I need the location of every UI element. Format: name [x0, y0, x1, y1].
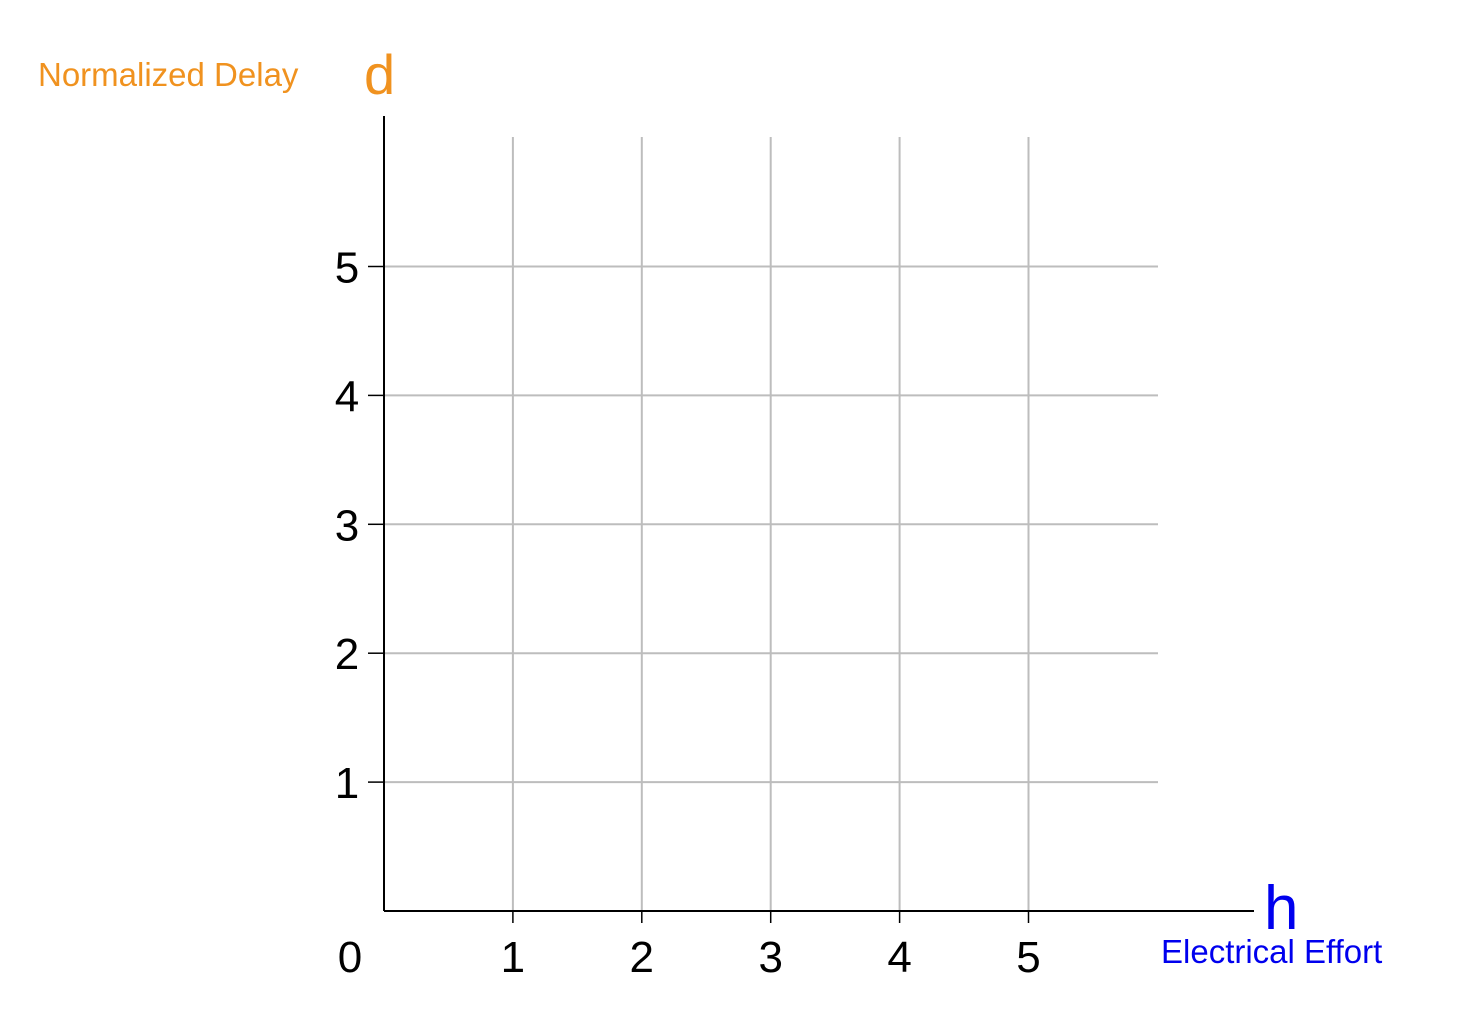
axes	[368, 116, 1254, 923]
y-axis-symbol: d	[364, 43, 395, 106]
x-axis-symbol: h	[1264, 874, 1298, 943]
x-tick-label-3: 3	[758, 933, 782, 982]
y-tick-label-2: 2	[335, 630, 359, 679]
x-axis-label: Electrical Effort	[1161, 933, 1382, 970]
grid-lines	[384, 137, 1158, 911]
y-tick-label-5: 5	[335, 244, 359, 293]
y-tick-label-4: 4	[335, 372, 359, 421]
origin-label: 0	[338, 933, 362, 982]
x-tick-label-2: 2	[630, 933, 654, 982]
y-tick-label-1: 1	[335, 759, 359, 808]
x-tick-label-4: 4	[887, 933, 911, 982]
x-tick-label-1: 1	[501, 933, 525, 982]
x-tick-label-5: 5	[1016, 933, 1040, 982]
y-axis-label: Normalized Delay	[38, 56, 299, 93]
y-tick-label-3: 3	[335, 501, 359, 550]
tick-labels: 1 2 3 4 5 1 2 3 4 5	[335, 244, 1041, 983]
